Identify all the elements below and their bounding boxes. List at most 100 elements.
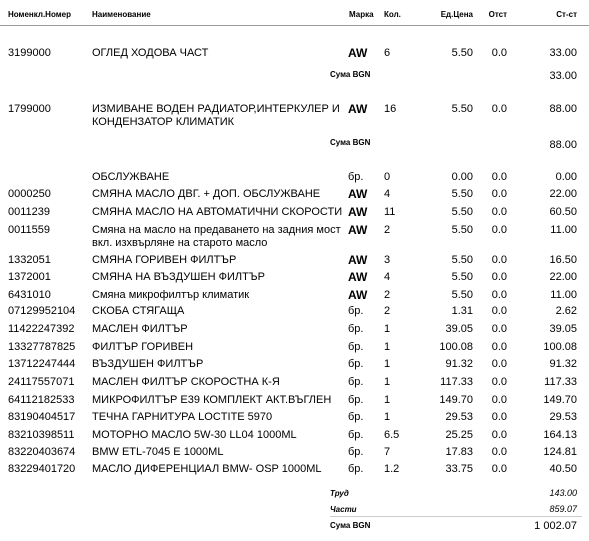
item-qty: 16 — [384, 103, 397, 115]
item-total: 2.62 — [555, 305, 577, 317]
item-total: 0.00 — [555, 171, 577, 183]
item-price: 29.53 — [445, 411, 473, 423]
item-qty: 7 — [384, 446, 391, 458]
item-total: 117.33 — [544, 376, 577, 388]
item-code: 24117557071 — [8, 376, 75, 388]
sum-label: Сума BGN — [330, 138, 371, 147]
item-discount: 0.0 — [491, 206, 507, 218]
sum-label: Сума BGN — [330, 70, 371, 79]
item-qty: 1 — [384, 376, 391, 388]
item-qty: 2 — [384, 224, 391, 236]
item-name: Смяна микрофилтър климатик — [92, 289, 250, 301]
header-name: Наименование — [92, 10, 151, 19]
total-value: 1 002.07 — [534, 520, 577, 532]
item-price: 5.50 — [451, 206, 473, 218]
item-price: 5.50 — [451, 188, 473, 200]
sum-value: 88.00 — [549, 139, 577, 151]
item-code: 83220403674 — [8, 446, 76, 458]
item-unit: бр. — [348, 429, 364, 441]
item-code: 83190404517 — [8, 411, 76, 423]
item-name: МАСЛО ДИФЕРЕНЦИАЛ BMW- OSP 1000ML — [92, 463, 322, 475]
item-price: 91.32 — [445, 358, 473, 370]
item-discount: 0.0 — [491, 376, 507, 388]
item-total: 60.50 — [549, 206, 577, 218]
header-qty: Кол. — [384, 10, 401, 19]
item-discount: 0.0 — [491, 254, 507, 266]
item-name: ОГЛЕД ХОДОВА ЧАСТ — [92, 47, 209, 59]
item-code: 0000250 — [8, 188, 51, 200]
item-qty: 2 — [384, 305, 391, 317]
item-code: 1332051 — [8, 254, 51, 266]
item-total: 91.32 — [549, 358, 577, 370]
item-discount: 0.0 — [491, 411, 507, 423]
item-qty: 0 — [384, 171, 391, 183]
header-rule — [0, 25, 589, 26]
item-code: 13712247444 — [8, 358, 76, 370]
item-unit: бр. — [348, 171, 364, 183]
item-unit: AW — [348, 187, 368, 201]
item-unit: бр. — [348, 323, 364, 335]
item-code: 1372001 — [8, 271, 51, 283]
item-unit: бр. — [348, 376, 364, 388]
item-price: 100.08 — [439, 341, 473, 353]
item-qty: 6 — [384, 47, 391, 59]
item-discount: 0.0 — [491, 188, 507, 200]
item-discount: 0.0 — [491, 103, 507, 115]
item-name: МИКРОФИЛТЪР Е39 КОМПЛЕКТ АКТ.ВЪГЛЕН — [92, 394, 332, 406]
item-unit: AW — [348, 288, 368, 302]
item-price: 149.70 — [439, 394, 473, 406]
header-brand: Марка — [349, 10, 374, 19]
item-qty: 6.5 — [384, 429, 400, 441]
item-unit: бр. — [348, 446, 364, 458]
item-price: 5.50 — [451, 289, 473, 301]
item-total: 40.50 — [549, 463, 577, 475]
item-qty: 1 — [384, 411, 391, 423]
item-code: 13327787825 — [8, 341, 76, 353]
item-total: 22.00 — [549, 188, 577, 200]
item-qty: 4 — [384, 188, 391, 200]
item-name: СМЯНА ГОРИВЕН ФИЛТЪР — [92, 254, 237, 266]
item-price: 5.50 — [451, 103, 473, 115]
item-code: 0011239 — [8, 206, 51, 218]
parts-label: Части — [330, 505, 357, 514]
item-discount: 0.0 — [491, 341, 507, 353]
item-discount: 0.0 — [491, 463, 507, 475]
total-label: Сума BGN — [330, 521, 371, 530]
labor-label: Труд — [330, 489, 349, 498]
item-unit: бр. — [348, 305, 364, 317]
item-unit: AW — [348, 270, 368, 284]
item-discount: 0.0 — [491, 47, 507, 59]
item-discount: 0.0 — [491, 394, 507, 406]
item-code: 11422247392 — [8, 323, 75, 335]
item-name: МАСЛЕН ФИЛТЪР СКОРОСТНА К-Я — [92, 376, 280, 388]
item-code: 83229401720 — [8, 463, 76, 475]
item-name: МОТОРНО МАСЛО 5W-30 LL04 1000ML — [92, 429, 297, 441]
item-qty: 4 — [384, 271, 391, 283]
header-code: Номенкл.Номер — [8, 10, 71, 19]
item-total: 11.00 — [550, 289, 577, 301]
item-code: 83210398511 — [8, 429, 75, 441]
item-unit: AW — [348, 46, 368, 60]
item-total: 11.00 — [550, 224, 577, 236]
item-name: ВЪЗДУШЕН ФИЛТЪР — [92, 358, 204, 370]
item-discount: 0.0 — [491, 429, 507, 441]
item-price: 5.50 — [451, 47, 473, 59]
item-name: BMW ETL-7045 E 1000ML — [92, 446, 224, 458]
item-discount: 0.0 — [491, 305, 507, 317]
item-code: 64112182533 — [8, 394, 75, 406]
item-price: 39.05 — [445, 323, 473, 335]
item-unit: бр. — [348, 394, 364, 406]
item-name: ФИЛТЪР ГОРИВЕН — [92, 341, 194, 353]
item-total: 88.00 — [549, 103, 577, 115]
item-price: 5.50 — [451, 224, 473, 236]
sum-value: 33.00 — [549, 70, 577, 82]
item-code: 07129952104 — [8, 305, 76, 317]
item-code: 0011559 — [8, 224, 51, 236]
item-discount: 0.0 — [491, 323, 507, 335]
item-price: 1.31 — [451, 305, 473, 317]
item-total: 16.50 — [549, 254, 577, 266]
parts-value: 859.07 — [549, 504, 577, 514]
item-discount: 0.0 — [491, 446, 507, 458]
item-discount: 0.0 — [491, 271, 507, 283]
